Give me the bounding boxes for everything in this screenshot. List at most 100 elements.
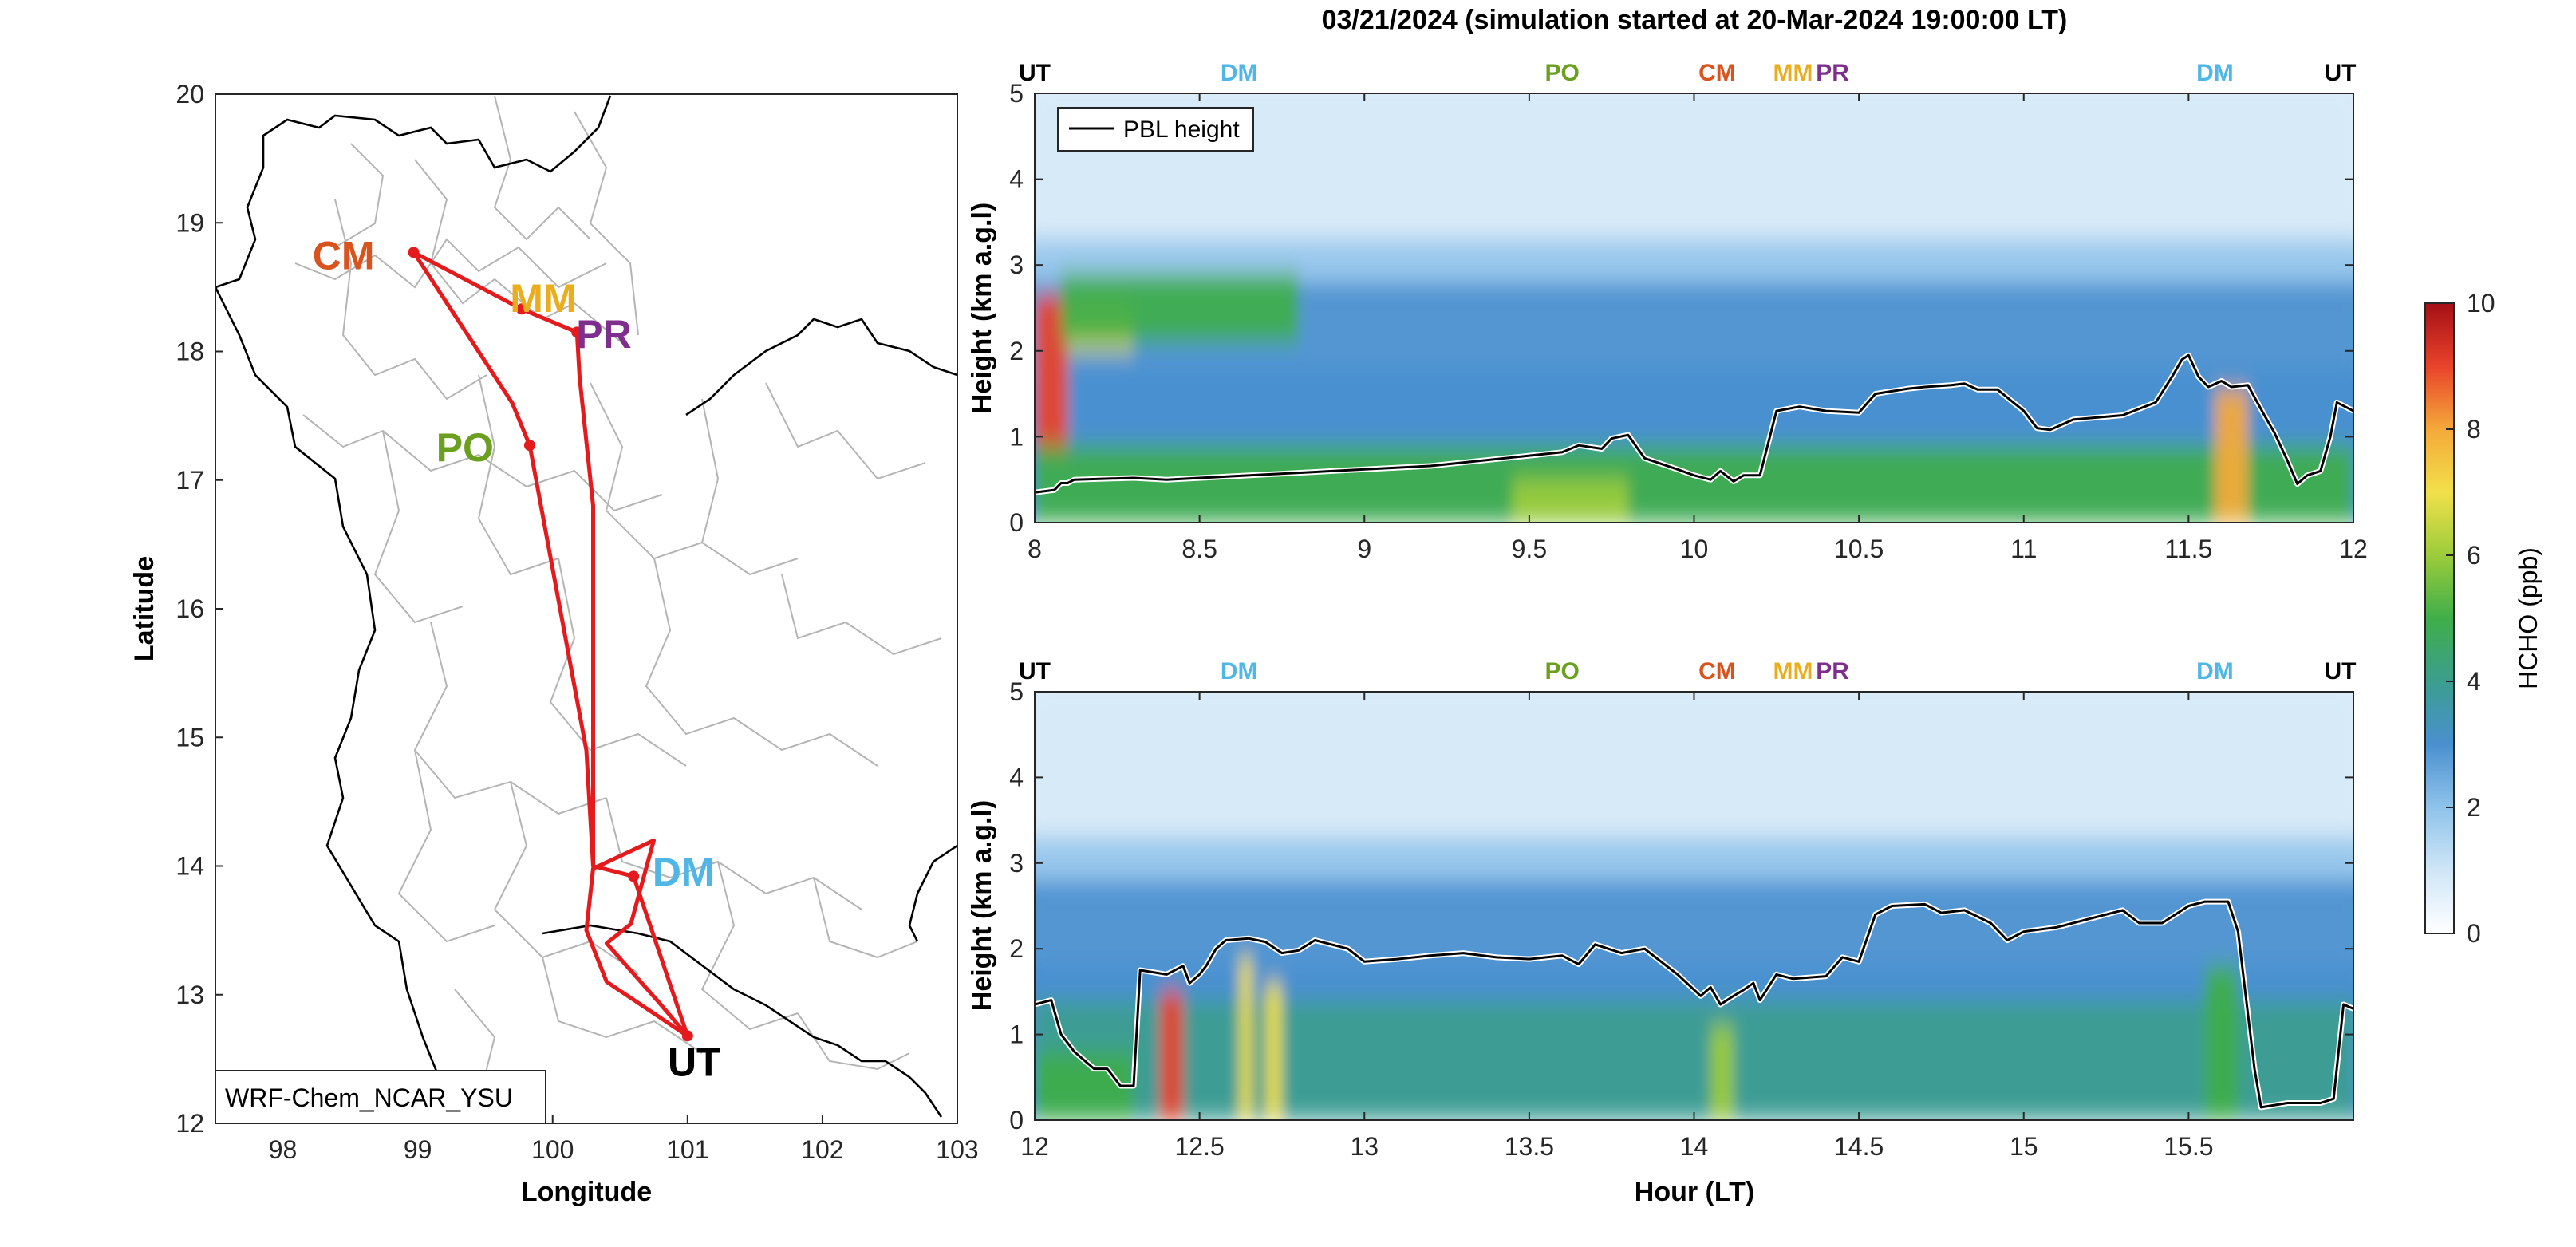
heatmap-top-site-marks: UT DM PO CM MM PR DM UT [1019, 60, 2356, 86]
ytick-label: 4 [1009, 165, 1024, 194]
site-mark-cm: CM [1698, 658, 1736, 685]
site-mark-pr: PR [1816, 60, 1849, 86]
ytick-label: 2 [1009, 934, 1024, 963]
heatmap-feature [1513, 479, 1628, 523]
map-ytick-label: 19 [176, 208, 204, 237]
site-mark-po: PO [1545, 658, 1580, 685]
map-panel: 98 99 100 101 102 103 12 13 14 15 16 17 18 19 20 Longi… [129, 80, 979, 1207]
site-mark-mm: MM [1773, 658, 1813, 685]
site-marker-ut [681, 1030, 693, 1042]
ytick-label: 0 [1009, 508, 1024, 537]
ytick-label: 5 [1009, 79, 1024, 108]
colorbar: 0 2 4 6 8 10 HCHO (ppb) [2424, 289, 2542, 948]
colorbar-tick-label: 4 [2467, 667, 2481, 696]
ytick-label: 0 [1009, 1106, 1024, 1135]
colorbar-tick-label: 6 [2467, 541, 2481, 570]
country-boundary [215, 95, 957, 1118]
site-marker-dm [628, 870, 640, 882]
ytick-label: 3 [1009, 849, 1024, 878]
xtick-label: 9 [1357, 535, 1371, 563]
map-xtick-label: 98 [269, 1135, 298, 1164]
colorbar-tick-label: 2 [2467, 793, 2481, 822]
pbl-line-top [1035, 353, 2353, 494]
ytick-label: 1 [1009, 1020, 1024, 1049]
map-xtick-label: 100 [531, 1135, 574, 1164]
site-mark-pr: PR [1816, 658, 1849, 685]
xtick-label: 13.5 [1505, 1132, 1554, 1161]
xtick-label: 10 [1680, 535, 1709, 563]
pbl-legend: PBL height [1057, 107, 1254, 152]
heatmap-bottom-xlabel: Hour (LT) [1635, 1177, 1754, 1207]
xtick-label: 14.5 [1834, 1132, 1884, 1161]
heatmap-feature [1035, 1000, 2353, 1120]
model-label-box: WRF-Chem_NCAR_YSU [215, 1070, 546, 1124]
xtick-label: 15.5 [2164, 1132, 2213, 1161]
map-xtick-label: 99 [404, 1135, 432, 1164]
xtick-label: 8.5 [1181, 535, 1217, 563]
xtick-label: 13 [1350, 1132, 1379, 1161]
model-label: WRF-Chem_NCAR_YSU [225, 1083, 513, 1112]
colorbar-tick-label: 10 [2467, 289, 2495, 318]
site-mark-ut: UT [2324, 658, 2356, 685]
site-mark-ut: UT [1019, 60, 1051, 86]
site-mark-dm: DM [2196, 60, 2234, 86]
xtick-label: 11 [2010, 535, 2037, 563]
map-xlabel: Longitude [521, 1177, 652, 1207]
colorbar-ticks: 0 2 4 6 8 10 [2446, 289, 2495, 948]
xtick-label: 15 [2010, 1132, 2038, 1161]
ytick-label: 2 [1009, 337, 1024, 365]
heatmap-bottom-site-marks: UT DM PO CM MM PR DM UT [1019, 658, 2356, 685]
xtick-label: 8 [1028, 535, 1042, 563]
map-ytick-label: 20 [176, 80, 204, 109]
xtick-label: 11.5 [2164, 535, 2212, 563]
map-ytick-label: 12 [176, 1109, 204, 1138]
site-label-pr: PR [576, 312, 631, 357]
colorbar-tick-label: 0 [2467, 919, 2481, 948]
map-xtick-label: 103 [936, 1135, 978, 1164]
ytick-label: 5 [1009, 677, 1024, 706]
site-mark-po: PO [1545, 60, 1580, 86]
map-ytick-label: 18 [176, 337, 204, 366]
xtick-label: 9.5 [1512, 535, 1547, 563]
site-mark-ut: UT [2324, 60, 2356, 86]
colorbar-gradient [2424, 302, 2455, 934]
pbl-legend-label: PBL height [1123, 116, 1240, 143]
colorbar-tick-label: 8 [2467, 415, 2481, 444]
map-ytick-label: 13 [176, 981, 204, 1009]
site-marker-mm [515, 303, 527, 315]
map-xtick-label: 101 [666, 1135, 708, 1164]
province-boundaries [294, 95, 942, 1102]
xtick-label: 12.5 [1174, 1132, 1224, 1161]
map-ylabel: Latitude [129, 556, 160, 661]
site-marker-po [523, 440, 535, 452]
heatmap-feature [2205, 965, 2239, 1120]
heatmap-bottom-field [1035, 692, 2353, 1120]
heatmap-band [1035, 692, 2353, 838]
site-label-po: PO [436, 425, 494, 470]
site-mark-dm: DM [2196, 658, 2234, 685]
figure-title: 03/21/2024 (simulation started at 20-Mar… [1322, 5, 2068, 35]
heatmap-feature [1160, 991, 1183, 1120]
map-ytick-label: 17 [176, 466, 204, 495]
site-mark-ut: UT [1019, 658, 1051, 685]
heatmap-feature [1265, 983, 1282, 1120]
map-ytick-label: 16 [176, 594, 204, 623]
xtick-label: 10.5 [1834, 535, 1884, 563]
site-label-ut: UT [668, 1040, 721, 1085]
ytick-label: 4 [1009, 763, 1024, 791]
heatmap-feature [1061, 273, 1299, 343]
map-ticks: 98 99 100 101 102 103 12 13 14 15 16 17 18 19 20 [176, 80, 978, 1164]
pbl-line-bottom [1035, 900, 2353, 1109]
heatmap-top-field [1035, 93, 2353, 523]
colorbar-label: HCHO (ppb) [2514, 547, 2542, 689]
site-mark-cm: CM [1698, 60, 1736, 86]
site-label-mm: MM [510, 276, 576, 321]
heatmap-feature [1239, 957, 1252, 1120]
site-marker-cm [408, 247, 420, 258]
site-mark-mm: MM [1773, 60, 1813, 86]
site-marker-pr [571, 326, 583, 338]
xtick-label: 14 [1680, 1132, 1709, 1161]
